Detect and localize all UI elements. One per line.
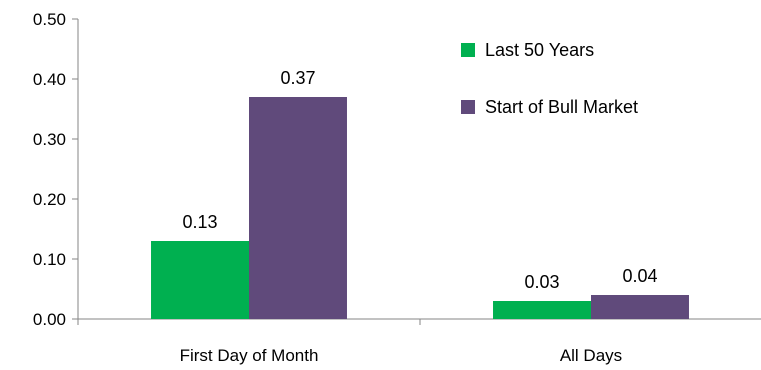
bar <box>493 301 591 319</box>
bars <box>151 97 689 319</box>
legend: Last 50 Years Start of Bull Market <box>461 40 638 117</box>
data-label: 0.03 <box>524 272 559 292</box>
legend-swatch <box>461 43 475 57</box>
y-axis: 0.00 0.10 0.20 0.30 0.40 0.50 <box>33 10 79 329</box>
data-label: 0.13 <box>182 212 217 232</box>
y-tick-label: 0.30 <box>33 130 66 149</box>
y-tick-label: 0.10 <box>33 250 66 269</box>
y-tick-label: 0.50 <box>33 10 66 29</box>
data-labels: 0.13 0.37 0.03 0.04 <box>182 68 657 292</box>
y-tick-label: 0.00 <box>33 310 66 329</box>
y-tick-label: 0.40 <box>33 70 66 89</box>
x-axis: First Day of Month All Days <box>77 318 761 365</box>
bar <box>591 295 689 319</box>
y-tick-label: 0.20 <box>33 190 66 209</box>
data-label: 0.04 <box>622 266 657 286</box>
legend-label: Start of Bull Market <box>485 97 638 117</box>
legend-swatch <box>461 100 475 114</box>
x-category-label: All Days <box>560 346 622 365</box>
bar <box>249 97 347 319</box>
x-category-label: First Day of Month <box>180 346 319 365</box>
legend-label: Last 50 Years <box>485 40 594 60</box>
data-label: 0.37 <box>280 68 315 88</box>
bar <box>151 241 249 319</box>
